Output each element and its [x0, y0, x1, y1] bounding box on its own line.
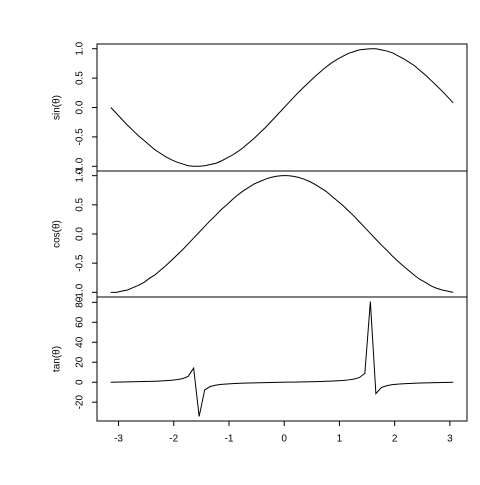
y-tick-label: 0 — [75, 379, 86, 385]
panel-frame — [96, 170, 468, 298]
y-axis-label: sin(θ) — [52, 95, 63, 120]
x-tick-label: -3 — [114, 434, 123, 445]
y-tick-label: 40 — [75, 336, 86, 348]
y-tick-label: 60 — [75, 316, 86, 328]
y-tick-label: 0.5 — [75, 197, 86, 211]
y-tick-label: -0.5 — [75, 254, 86, 272]
y-tick-label: -1.0 — [75, 157, 86, 175]
data-line — [110, 301, 454, 417]
y-tick-label: -20 — [75, 395, 86, 410]
x-tick-label: 2 — [392, 434, 398, 445]
y-tick-label: 0.0 — [75, 227, 86, 241]
y-axis-label: tan(θ) — [52, 346, 63, 372]
x-tick-label: 3 — [447, 434, 453, 445]
y-tick-label: 20 — [75, 356, 86, 368]
y-tick-label: -0.5 — [75, 128, 86, 146]
y-tick-label: -1.0 — [75, 283, 86, 301]
x-tick-label: 0 — [281, 434, 287, 445]
x-tick-label: -2 — [169, 434, 178, 445]
y-tick-label: 1.0 — [75, 168, 86, 182]
y-tick-label: 80 — [75, 296, 86, 308]
panel-frame — [96, 296, 468, 422]
panel-frame — [96, 43, 468, 172]
y-tick-label: 0.5 — [75, 71, 86, 85]
x-tick-label: 1 — [337, 434, 343, 445]
x-tick-label: -1 — [225, 434, 234, 445]
y-axis-label: cos(θ) — [52, 220, 63, 248]
data-line — [110, 175, 454, 293]
y-tick-label: 0.0 — [75, 100, 86, 114]
y-tick-label: 1.0 — [75, 41, 86, 55]
data-line — [110, 48, 454, 167]
